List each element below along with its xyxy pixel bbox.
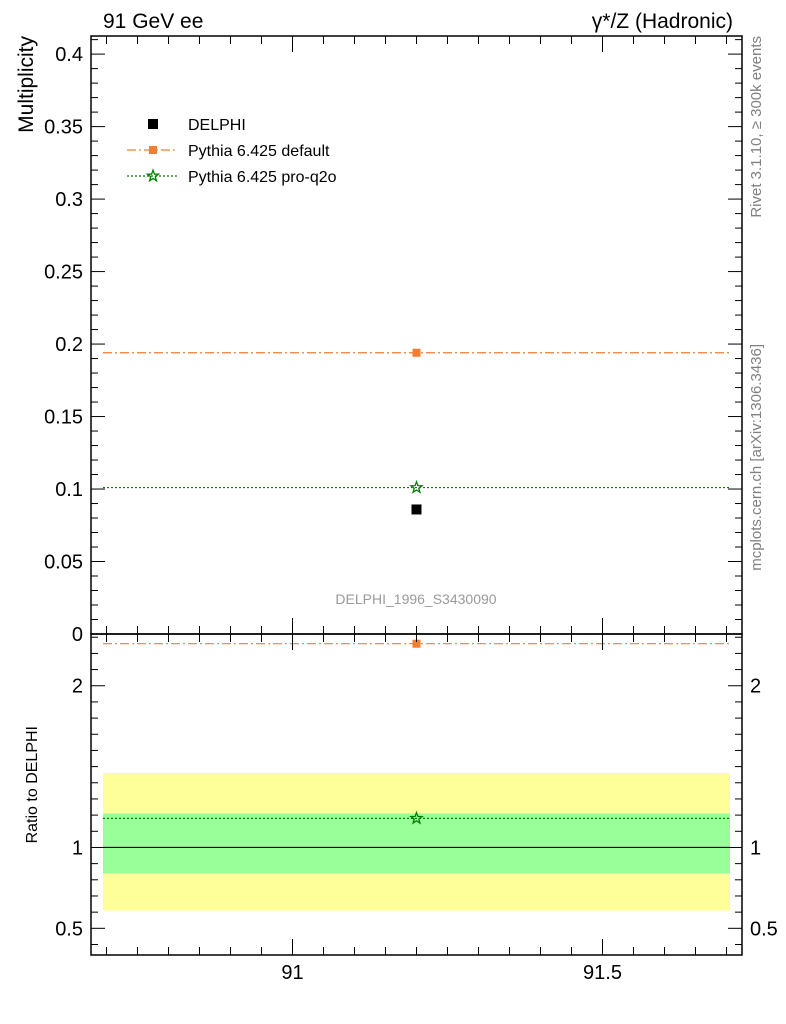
main-ytick-label: 0.4	[55, 44, 83, 66]
ratio-ytick-label-right: 0.5	[750, 918, 778, 940]
main-ytick-label: 0.1	[55, 479, 83, 501]
main-ytick-label: 0.2	[55, 334, 83, 356]
main-point-2-0	[409, 479, 424, 494]
ratio-xtick-label: 91.5	[583, 962, 622, 984]
main-point-0-0	[411, 504, 422, 515]
legend-label-1: Pythia 6.425 default	[188, 143, 330, 160]
main-ytick-label: 0.25	[44, 262, 83, 284]
ratio-point-0-0	[412, 639, 421, 648]
left-title: 91 GeV ee	[103, 10, 203, 33]
ratio-xtick-label: 91	[281, 962, 303, 984]
main-ytick-label: 0.35	[44, 117, 83, 139]
mcplots-label: mcplots.cern.ch [arXiv:1306.3436]	[748, 344, 765, 571]
ratio-ytick-label-right: 2	[750, 676, 761, 698]
legend-marker-2	[145, 168, 161, 183]
main-ytick-label: 0.05	[44, 552, 83, 574]
ratio-ytick-label-right: 1	[750, 837, 761, 859]
legend: DELPHI Pythia 6.425 default Pythia 6.425 p…	[127, 117, 337, 186]
axis-tick-labels: 0 0.05 0.1 0.15 0.2 0.25 0.3 0.35 0.4 91 91.5 0.5 0.…	[44, 44, 778, 984]
main-ytick-label: 0.15	[44, 407, 83, 429]
ratio-point-1-0	[409, 810, 424, 825]
main-series	[103, 348, 730, 515]
main-ytick-label: 0.3	[55, 189, 83, 211]
ratio-band-inner	[103, 813, 730, 874]
ratio-series	[103, 639, 730, 825]
ratio-ytick-label: 1	[72, 837, 83, 859]
rivet-label: Rivet 3.1.10, ≥ 300k events	[748, 36, 765, 218]
legend-marker-0	[148, 119, 158, 129]
main-point-1-0	[412, 348, 421, 357]
axis-ticks	[91, 36, 742, 955]
legend-label-2: Pythia 6.425 pro-q2o	[188, 169, 337, 186]
ratio-ylabel: Ratio to DELPHI	[24, 726, 41, 843]
main-ytick-label: 0	[72, 624, 83, 646]
legend-marker-1	[149, 146, 157, 154]
right-title: γ*/Z (Hadronic)	[592, 10, 733, 33]
ratio-ytick-label: 0.5	[55, 918, 83, 940]
analysis-watermark: DELPHI_1996_S3430090	[335, 591, 496, 607]
main-ylabel: Multiplicity	[15, 36, 38, 133]
ratio-ytick-label: 2	[72, 676, 83, 698]
ratio-bands	[103, 773, 730, 911]
legend-label-0: DELPHI	[188, 117, 246, 134]
